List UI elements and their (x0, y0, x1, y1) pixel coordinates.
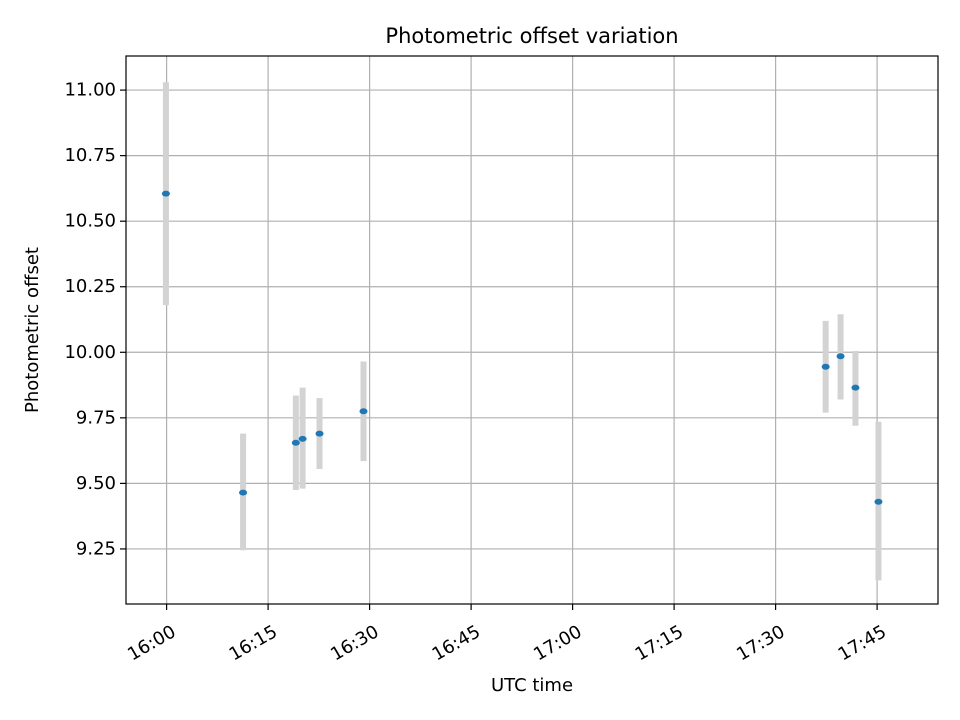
data-point (239, 489, 248, 496)
y-tick-label: 9.50 (76, 473, 116, 494)
grid (126, 56, 938, 604)
data-point (851, 384, 860, 391)
y-axis-title: Photometric offset (22, 247, 43, 413)
plot-frame (125, 55, 939, 605)
x-axis-title: UTC time (491, 675, 573, 696)
chart-title: Photometric offset variation (385, 24, 678, 48)
y-tick-label: 9.75 (76, 407, 116, 428)
y-tick-label: 9.25 (76, 538, 116, 559)
data-point (836, 353, 845, 360)
data-point (298, 435, 307, 442)
y-tick-label: 10.25 (64, 276, 116, 297)
data-points (161, 190, 883, 505)
y-tick-label: 10.00 (64, 342, 116, 363)
y-axis-ticks: 9.25 9.50 9.75 10.00 10.25 10.50 10.75 11.00 (64, 80, 126, 559)
y-tick-label: 11.00 (64, 80, 116, 101)
data-point (821, 363, 830, 370)
data-point (315, 430, 324, 437)
data-point (291, 439, 300, 446)
data-point (874, 498, 883, 505)
data-point (161, 190, 170, 197)
data-point (359, 408, 368, 415)
y-tick-label: 10.75 (64, 145, 116, 166)
y-tick-label: 10.50 (64, 211, 116, 232)
